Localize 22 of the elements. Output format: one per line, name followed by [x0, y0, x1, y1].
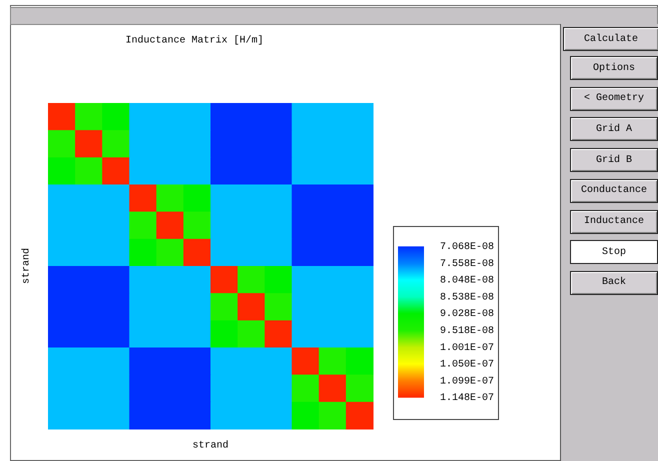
- button: Back: [570, 270, 658, 295]
- y-axis-title: strand: [20, 248, 33, 284]
- color-bar-label: 1.148E-07: [440, 393, 494, 404]
- button: Options: [570, 56, 658, 80]
- button: Calculate: [563, 27, 658, 51]
- color-bar-label: 8.048E-08: [440, 276, 494, 287]
- color-bar-label: 9.028E-08: [440, 309, 494, 320]
- chart-title: Inductance Matrix [H/m]: [125, 34, 264, 47]
- color-bar-label: 1.001E-07: [440, 342, 494, 354]
- x-axis-title: strand: [192, 440, 229, 452]
- color-bar-label: 9.518E-08: [440, 326, 494, 338]
- color-bar-label: 7.558E-08: [440, 258, 494, 270]
- button: Inductance: [570, 210, 658, 234]
- color-bar-label: 8.538E-08: [440, 292, 494, 304]
- button: Conductance: [570, 178, 658, 203]
- color-bar-label: 1.050E-07: [440, 360, 494, 371]
- button: Grid A: [570, 117, 658, 142]
- color-bar-label: 7.068E-08: [440, 242, 494, 254]
- color-bar-label: 1.099E-07: [440, 376, 494, 388]
- button: Grid B: [570, 148, 658, 172]
- button: < Geometry: [570, 86, 658, 111]
- button: Stop: [570, 240, 658, 264]
